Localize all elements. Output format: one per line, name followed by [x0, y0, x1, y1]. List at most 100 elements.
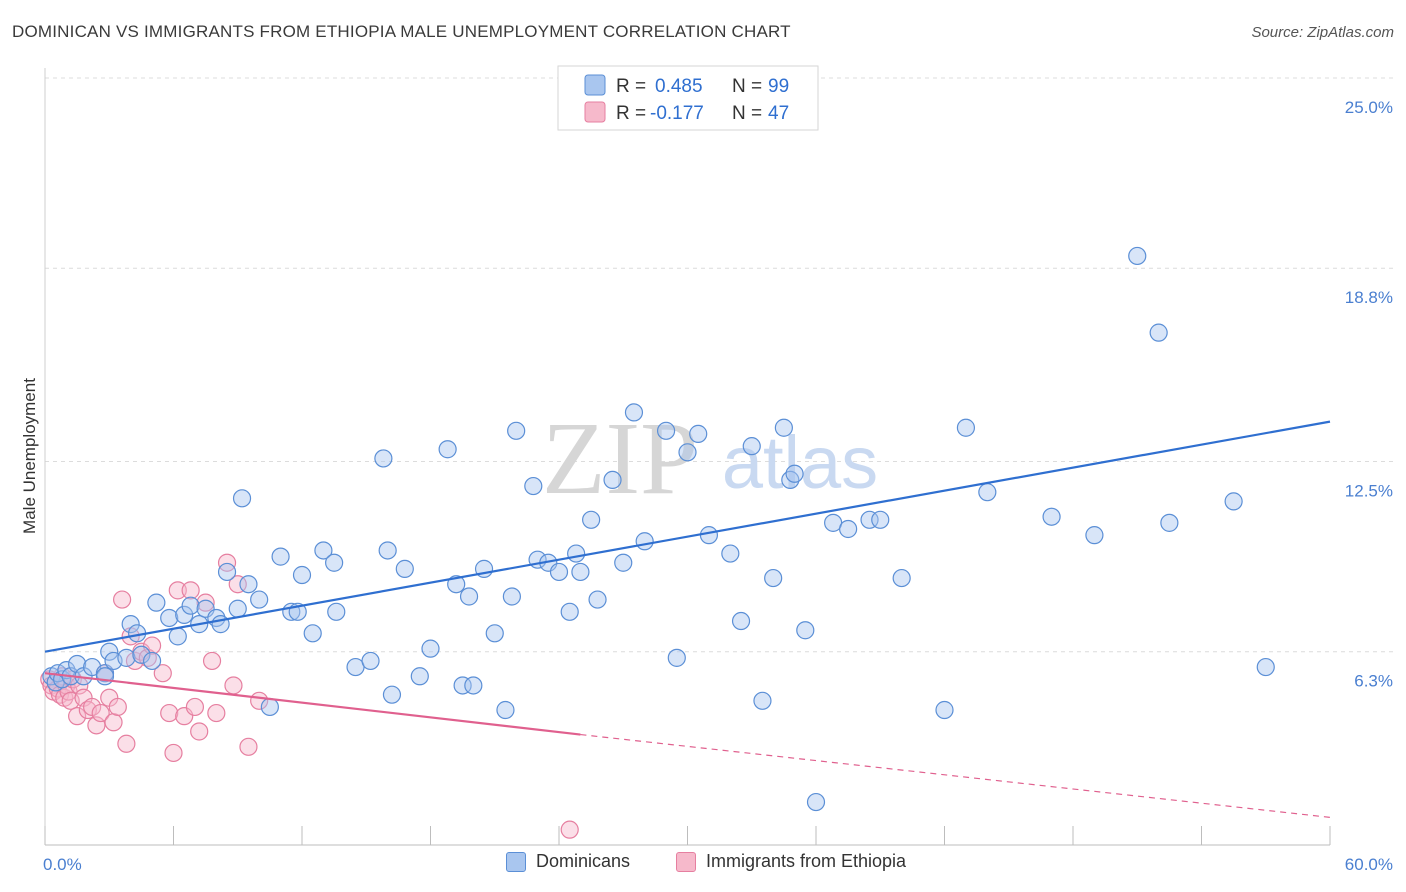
- dominicans-point: [614, 553, 633, 572]
- dominicans-point: [860, 510, 879, 529]
- dominicans-point: [438, 440, 457, 459]
- dominicans-point: [742, 437, 761, 456]
- trend-lines: [44, 420, 1331, 818]
- ethiopia-point: [108, 697, 127, 717]
- dominicans-point: [160, 608, 179, 628]
- dominicans-point: [421, 639, 440, 658]
- dominicans-point: [239, 575, 258, 594]
- dominicans-point: [1256, 657, 1275, 677]
- dominicans-point: [147, 593, 166, 612]
- legend-r-value-2: -0.177: [650, 103, 704, 124]
- dominicans-point: [181, 596, 200, 615]
- dominicans-point: [1149, 323, 1168, 342]
- bottom-legend-dominicans: Dominicans: [506, 851, 630, 872]
- dominicans-point: [117, 648, 136, 667]
- ethiopia-point: [181, 581, 200, 600]
- dominicans-point: [978, 483, 997, 502]
- y-tick-labels: 6.3% 12.5% 18.8% 25.0%: [1345, 98, 1393, 691]
- dominicans-point: [624, 403, 644, 422]
- bottom-legend-label-ethiopia: Immigrants from Ethiopia: [706, 851, 907, 871]
- dominicans-point: [956, 418, 976, 437]
- dominicans-point: [459, 587, 479, 606]
- y-tick-label: 25.0%: [1345, 98, 1393, 117]
- bottom-legend-ethiopia: Immigrants from Ethiopia: [676, 851, 906, 872]
- ethiopia-point: [196, 593, 215, 612]
- y-tick-label: 18.8%: [1345, 288, 1393, 307]
- x-tick-labels: 0.0% 60.0%: [43, 855, 1393, 874]
- watermark-atlas: atlas: [722, 421, 878, 504]
- dominicans-point: [453, 676, 472, 695]
- dominicans-point: [839, 519, 858, 539]
- dominicans-point: [731, 611, 751, 631]
- legend-swatch-ethiopia: [584, 101, 606, 123]
- dominicans-point: [228, 599, 247, 618]
- dominicans-point: [667, 648, 686, 667]
- dominicans-point: [871, 510, 890, 529]
- dominicans-point: [168, 627, 187, 646]
- ethiopia-point: [224, 676, 243, 695]
- dominicans-point: [464, 676, 483, 695]
- dominicans-point: [774, 418, 793, 437]
- ethiopia-point: [68, 707, 87, 726]
- dominicans-point: [699, 526, 719, 545]
- legend-r-value-1: 0.485: [655, 76, 703, 97]
- ethiopia-point: [164, 743, 183, 763]
- dominicans-point: [447, 575, 466, 594]
- watermark: ZIP atlas: [542, 401, 878, 516]
- bottom-legend-swatch-dominicans: [506, 851, 526, 872]
- x-tick-label: 60.0%: [1345, 855, 1393, 874]
- dominicans-point: [232, 489, 252, 508]
- dominicans-point: [361, 651, 380, 671]
- legend-swatch-dominicans: [584, 74, 606, 96]
- dominicans-point: [132, 645, 151, 664]
- dominicans-point: [327, 602, 346, 621]
- dominicans-point: [271, 547, 290, 566]
- grid: [45, 77, 1395, 653]
- dominicans-point: [260, 697, 279, 717]
- dominicans-point: [314, 541, 333, 560]
- dominicans-point: [560, 602, 579, 621]
- ethiopia-point: [160, 703, 179, 723]
- bottom-legend: Dominicans Immigrants from Ethiopia: [0, 851, 1406, 879]
- dominicans-point: [100, 642, 119, 661]
- legend-n-label-2: N =: [732, 103, 762, 124]
- ethiopia-point: [153, 664, 172, 683]
- ethiopia-point: [117, 734, 136, 753]
- chart-title: DOMINICAN VS IMMIGRANTS FROM ETHIOPIA MA…: [12, 22, 791, 41]
- dominicans-point: [325, 553, 344, 572]
- dominicans-point: [250, 590, 269, 609]
- dominicans-point: [1160, 513, 1179, 532]
- dominicans-point: [582, 510, 601, 529]
- dominicans-point: [175, 605, 194, 625]
- ethiopia-point: [217, 553, 237, 572]
- dominicans-point: [806, 792, 826, 812]
- ethiopia-trend-line: [44, 672, 581, 736]
- dominicans-point: [935, 700, 954, 720]
- dominicans-point: [378, 541, 397, 560]
- ethiopia-points: [40, 553, 579, 839]
- legend-n-value-2: 47: [768, 103, 789, 124]
- dominicans-point: [764, 568, 783, 588]
- ethiopia-point: [185, 697, 205, 717]
- ethiopia-point: [202, 651, 222, 671]
- x-tick-label: 0.0%: [43, 855, 82, 874]
- legend-r-label-1: R =: [616, 76, 646, 97]
- dominicans-point: [374, 449, 393, 468]
- ethiopia-point: [228, 575, 247, 594]
- bottom-legend-swatch-ethiopia: [676, 851, 696, 872]
- dominicans-point: [588, 590, 607, 609]
- y-tick-label: 12.5%: [1345, 482, 1393, 501]
- ethiopia-point: [190, 722, 209, 741]
- bottom-legend-label-dominicans: Dominicans: [536, 851, 631, 871]
- dominicans-points: [42, 246, 1275, 812]
- ethiopia-point: [239, 737, 258, 756]
- dominicans-trend-line: [44, 420, 1331, 653]
- ethiopia-point: [207, 703, 226, 723]
- ethiopia-point: [168, 581, 187, 600]
- dominicans-point: [217, 562, 237, 582]
- dominicans-point: [892, 568, 911, 588]
- dominicans-point: [507, 421, 526, 440]
- dominicans-point: [303, 624, 322, 643]
- watermark-zip: ZIP: [542, 401, 698, 516]
- dominicans-point: [95, 667, 115, 686]
